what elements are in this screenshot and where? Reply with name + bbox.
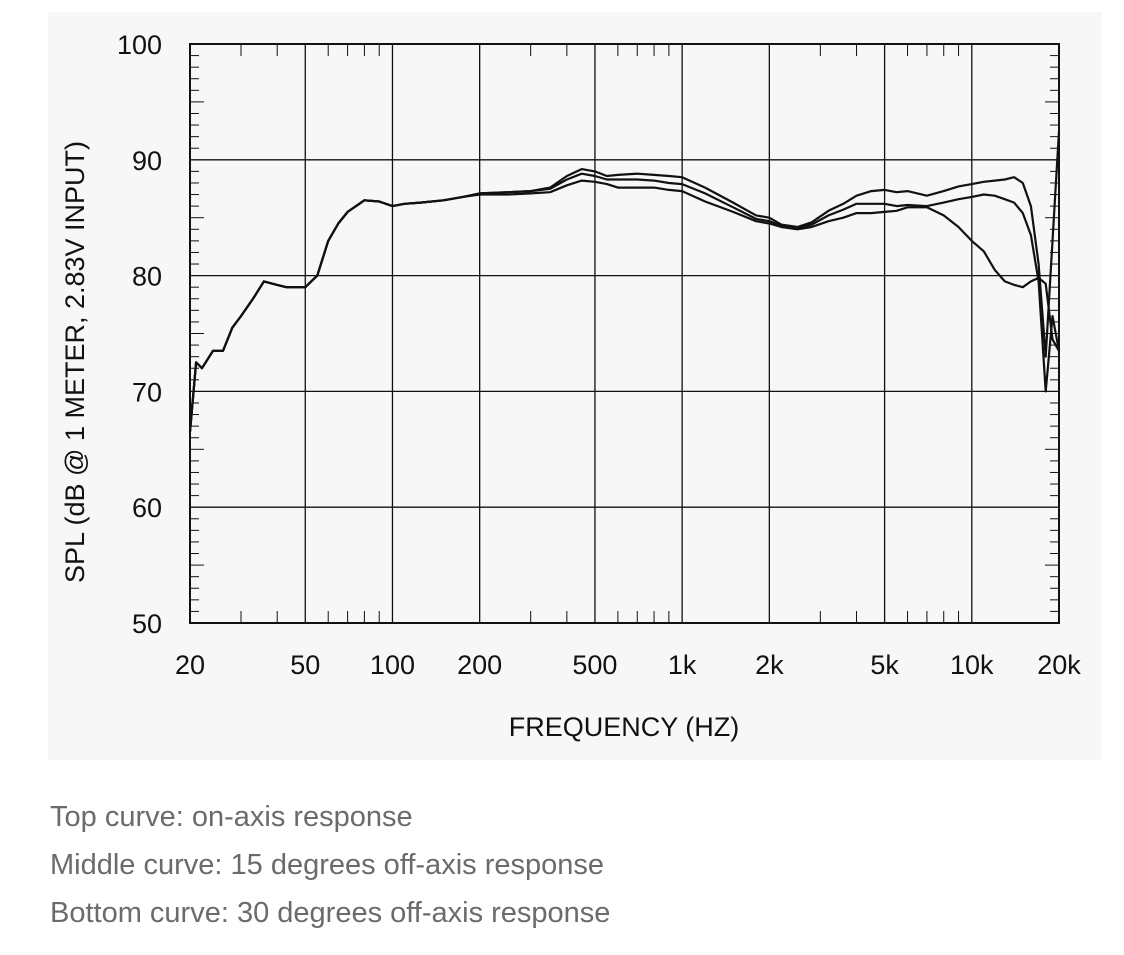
y-axis-title: SPL (dB @ 1 METER, 2.83V INPUT) — [60, 141, 90, 583]
x-tick-label: 20 — [175, 650, 205, 680]
minor-ticks — [190, 44, 1059, 623]
y-tick-label: 60 — [132, 493, 162, 523]
x-tick-label: 200 — [457, 650, 502, 680]
x-tick-label: 100 — [370, 650, 415, 680]
y-tick-labels: 50 60 70 80 90 100 — [117, 30, 162, 639]
caption-middle-curve: Middle curve: 15 degrees off-axis respon… — [50, 849, 604, 881]
caption-top-curve: Top curve: on-axis response — [50, 801, 413, 833]
x-tick-label: 2k — [755, 650, 784, 680]
series-layer — [188, 130, 1061, 432]
x-tick-label: 5k — [870, 650, 899, 680]
series-line-2 — [188, 172, 1061, 432]
grid-lines — [190, 44, 1059, 623]
plot-frame — [189, 43, 1060, 624]
series-line-1 — [188, 130, 1061, 432]
x-tick-label: 1k — [668, 650, 697, 680]
x-tick-label: 50 — [290, 650, 320, 680]
series-line-3 — [188, 179, 1060, 432]
y-tick-label: 70 — [132, 377, 162, 407]
figure-panel: 50 60 70 80 90 100 20 50 100 200 500 1k 2k 5k 10k 20k … — [48, 12, 1102, 760]
caption-bottom-curve: Bottom curve: 30 degrees off-axis respon… — [50, 897, 611, 929]
x-axis-title: FREQUENCY (HZ) — [509, 712, 740, 742]
caption-block: Top curve: on-axis response Middle curve… — [50, 793, 1050, 937]
y-tick-label: 100 — [117, 30, 162, 60]
y-tick-label: 90 — [132, 146, 162, 176]
x-tick-label: 500 — [572, 650, 617, 680]
y-tick-label: 50 — [132, 609, 162, 639]
x-tick-labels: 20 50 100 200 500 1k 2k 5k 10k 20k — [175, 650, 1081, 680]
x-tick-label: 20k — [1037, 650, 1081, 680]
x-tick-label: 10k — [950, 650, 994, 680]
y-tick-label: 80 — [132, 262, 162, 292]
